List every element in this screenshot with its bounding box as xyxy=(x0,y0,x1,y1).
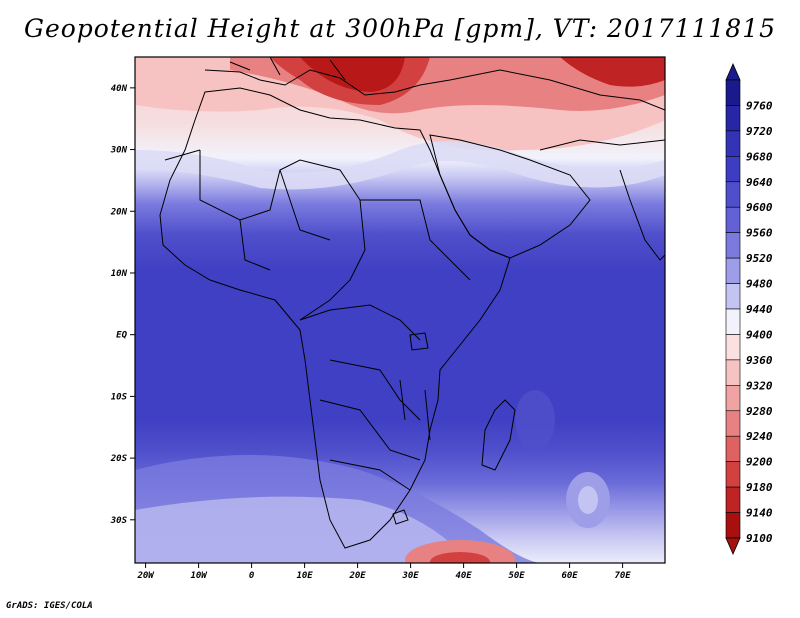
colorbar-swatch xyxy=(725,461,741,488)
lon-tick-label: 0 xyxy=(249,571,255,581)
lon-tick-label: 60E xyxy=(561,571,578,581)
lat-tick-label: 10N xyxy=(111,269,128,279)
colorbar-swatch xyxy=(725,512,741,539)
lat-tick-label: EQ xyxy=(116,331,127,341)
colorbar-swatch xyxy=(725,181,741,208)
plot-frame xyxy=(134,56,666,564)
colorbar-label: 9140 xyxy=(746,507,773,520)
credit-text: GrADS: IGES/COLA xyxy=(6,601,93,611)
colorbar-swatch xyxy=(725,232,741,259)
lat-tick-label: 20S xyxy=(110,454,128,464)
height-field xyxy=(135,57,665,563)
colorbar-swatch xyxy=(725,257,741,284)
colorbar-label: 9480 xyxy=(746,278,773,291)
colorbar-swatch xyxy=(725,435,741,462)
colorbar-label: 9680 xyxy=(746,150,773,163)
colorbar-swatch xyxy=(725,206,741,233)
colorbar-swatch xyxy=(725,79,741,106)
latitude-axis: 40N 30N 20N 10N EQ 10S 20S 30S xyxy=(110,84,135,526)
lat-tick-label: 30S xyxy=(110,516,128,526)
colorbar-label: 9100 xyxy=(746,532,773,545)
colorbar-swatch xyxy=(725,486,741,513)
colorbar-label: 9440 xyxy=(746,303,773,316)
colorbar-swatch xyxy=(725,359,741,386)
colorbar-swatch xyxy=(725,105,741,132)
colorbar-label: 9280 xyxy=(746,405,773,418)
colorbar-label: 9320 xyxy=(746,379,773,392)
colorbar-label: 9520 xyxy=(746,252,773,265)
colorbar-top-arrow xyxy=(725,63,741,81)
colorbar: 9760 9720 9680 9640 9600 9560 9520 9480 9440 9400… xyxy=(725,63,773,555)
colorbar-label: 9240 xyxy=(746,430,773,443)
lon-tick-label: 20E xyxy=(348,571,366,581)
lon-tick-label: 40E xyxy=(455,571,472,581)
colorbar-label: 9720 xyxy=(746,125,773,138)
longitude-axis: 20W 10W 0 10E 20E 30E 40E 50E 60E 70E xyxy=(136,563,631,581)
colorbar-swatch xyxy=(725,130,741,157)
colorbar-swatch xyxy=(725,385,741,412)
colorbar-bottom-arrow xyxy=(725,537,741,555)
lon-tick-label: 10E xyxy=(296,571,313,581)
map-title: Geopotential Height at 300hPa [gpm], VT:… xyxy=(23,14,777,43)
colorbar-label: 9760 xyxy=(746,99,773,112)
colorbar-label: 9200 xyxy=(746,456,773,469)
lon-tick-label: 50E xyxy=(508,571,525,581)
colorbar-label: 9600 xyxy=(746,201,773,214)
colorbar-label: 9180 xyxy=(746,481,773,494)
lat-tick-label: 20N xyxy=(110,207,128,217)
colorbar-label: 9560 xyxy=(746,227,773,240)
colorbar-swatch xyxy=(725,156,741,183)
colorbar-label: 9640 xyxy=(746,176,773,189)
lat-tick-label: 30N xyxy=(110,146,128,156)
colorbar-swatch xyxy=(725,334,741,361)
lon-tick-label: 10W xyxy=(190,571,208,581)
colorbar-label: 9400 xyxy=(746,328,773,341)
coastlines xyxy=(159,57,665,549)
lat-tick-label: 40N xyxy=(111,84,128,94)
lon-tick-label: 20W xyxy=(136,571,155,581)
colorbar-swatch xyxy=(725,283,741,310)
colorbar-swatch xyxy=(725,410,741,437)
lon-tick-label: 70E xyxy=(614,571,631,581)
colorbar-label: 9360 xyxy=(746,354,773,367)
lon-tick-label: 30E xyxy=(401,571,419,581)
lat-tick-label: 10S xyxy=(111,392,128,402)
colorbar-swatch xyxy=(725,308,741,335)
